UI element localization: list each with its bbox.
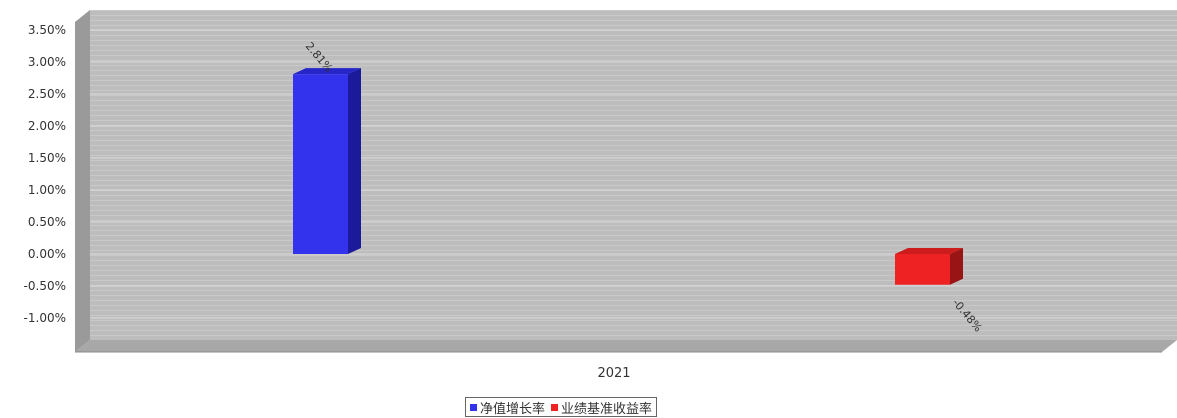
legend-label-series-2: 业绩基准收益率 <box>561 401 653 417</box>
y-tick-label: 2.00% <box>28 119 66 133</box>
plot-floor <box>75 340 1177 352</box>
legend-swatch-series-2 <box>551 403 559 411</box>
y-tick-label: 0.00% <box>28 247 66 261</box>
bar <box>895 254 950 285</box>
plot-area <box>90 10 1177 340</box>
bar <box>293 74 348 254</box>
y-tick-label: -0.50% <box>24 279 66 293</box>
legend-item-series-1: 净值增长率 <box>470 398 545 417</box>
y-tick-label: 3.00% <box>28 55 66 69</box>
y-tick-label: 3.50% <box>28 23 66 37</box>
bar-side <box>348 68 361 254</box>
plot-left-wall <box>75 10 90 352</box>
chart: 3.50% 3.00% 2.50% 2.00% 1.50% 1.00% 0.50% 0.00%… <box>24 10 1177 381</box>
bar-top <box>895 248 963 254</box>
y-tick-label: 0.50% <box>28 215 66 229</box>
y-tick-label: 1.50% <box>28 151 66 165</box>
legend-label-series-1: 净值增长率 <box>480 401 546 417</box>
legend-swatch-series-1 <box>470 403 477 411</box>
legend: 净值增长率 业绩基准收益率 <box>465 397 658 417</box>
bar-top <box>293 68 361 75</box>
legend-item-series-2: 业绩基准收益率 <box>551 398 652 417</box>
y-tick-label: 1.00% <box>28 183 66 197</box>
y-tick-label: 2.50% <box>28 87 66 101</box>
y-tick-label: -1.00% <box>24 311 66 325</box>
bar-side <box>950 248 963 285</box>
x-tick-label: 2021 <box>597 366 630 381</box>
